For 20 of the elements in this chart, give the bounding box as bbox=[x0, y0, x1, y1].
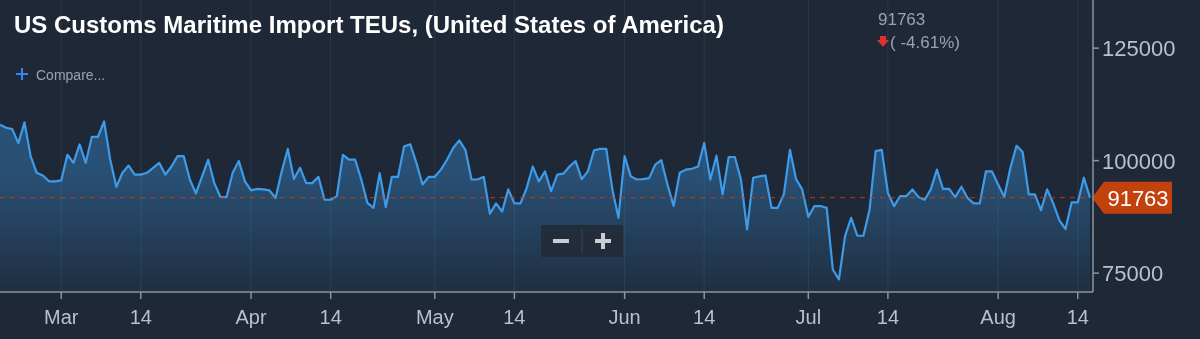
x-tick-label: 14 bbox=[693, 306, 716, 328]
text: US Customs Maritime Import TEUs, (United States of America) bbox=[14, 11, 724, 38]
y-tick-label: 100000 bbox=[1102, 148, 1176, 174]
x-tick-label: May bbox=[415, 306, 454, 328]
annotation: ( -4.61%) bbox=[890, 33, 960, 52]
x-tick-label: Mar bbox=[44, 306, 79, 328]
annotation: Compare... bbox=[36, 67, 106, 83]
x-tick-label: 14 bbox=[876, 306, 900, 328]
y-tick-label: 75000 bbox=[1102, 261, 1164, 287]
x-tick-label: 14 bbox=[129, 306, 152, 328]
x-tick-label: Apr bbox=[235, 306, 267, 328]
ref-line-label: 91763 bbox=[1107, 185, 1169, 211]
x-tick-label: 14 bbox=[503, 306, 526, 328]
x-tick-label: 14 bbox=[319, 306, 342, 328]
x-tick-label: Jun bbox=[608, 306, 641, 328]
x-tick-label: Jul bbox=[795, 306, 822, 328]
x-tick-label: Aug bbox=[980, 306, 1016, 328]
y-tick-label: 125000 bbox=[1102, 36, 1176, 62]
annotation: 91763 bbox=[878, 10, 926, 29]
x-tick-label: 14 bbox=[1066, 306, 1089, 328]
